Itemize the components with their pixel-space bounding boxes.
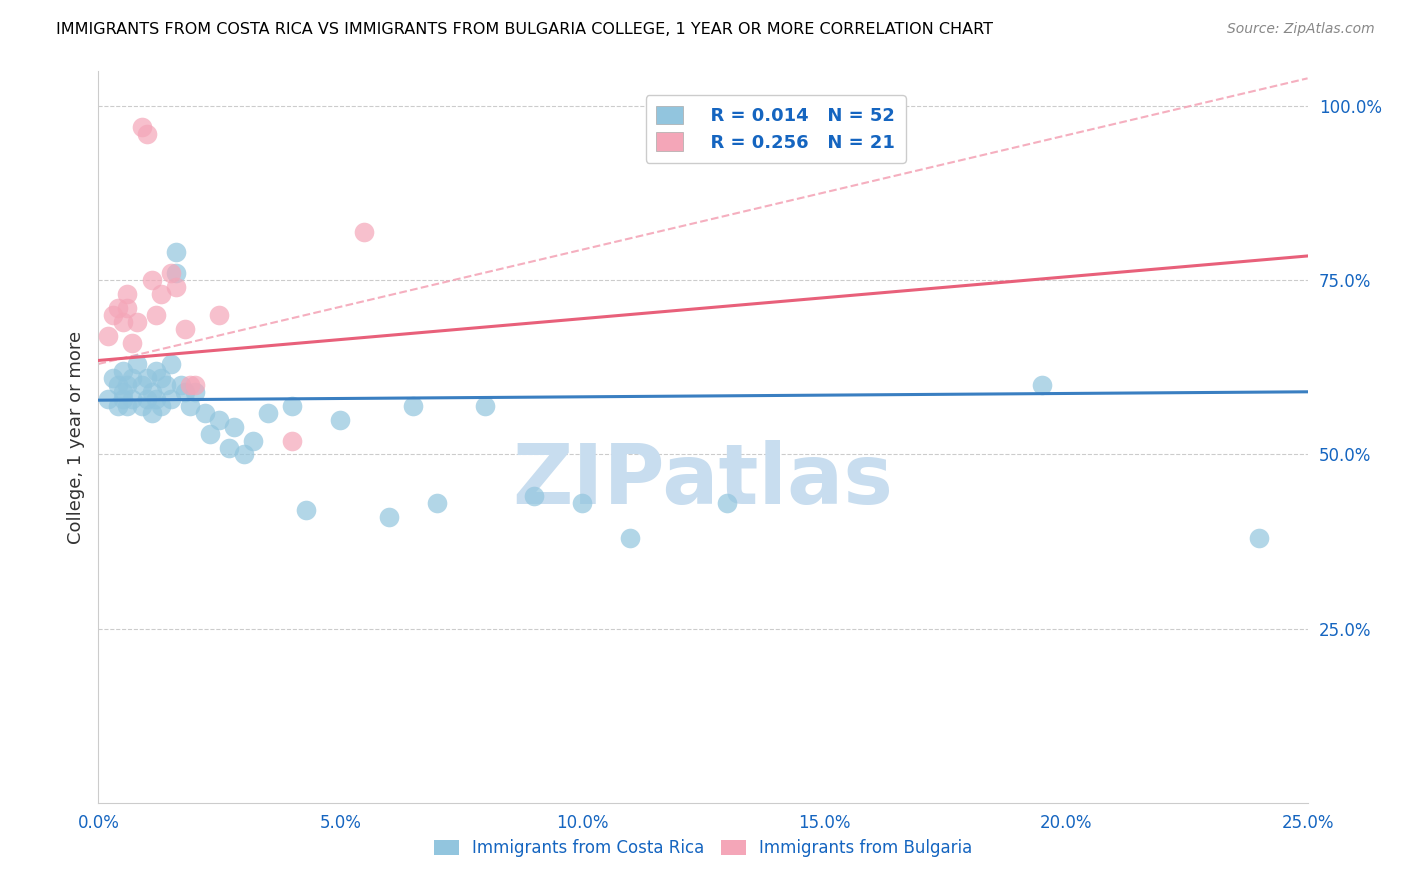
Point	[127, 315, 149, 329]
Point	[145, 308, 167, 322]
Point	[194, 406, 217, 420]
Point	[474, 399, 496, 413]
Point	[716, 496, 738, 510]
Point	[377, 510, 399, 524]
Text: Source: ZipAtlas.com: Source: ZipAtlas.com	[1227, 22, 1375, 37]
Point	[135, 392, 157, 406]
Point	[101, 308, 124, 322]
Point	[179, 399, 201, 413]
Point	[135, 127, 157, 141]
Point	[222, 419, 245, 434]
Point	[131, 120, 153, 134]
Point	[232, 448, 254, 462]
Point	[155, 377, 177, 392]
Point	[135, 371, 157, 385]
Point	[165, 245, 187, 260]
Point	[145, 392, 167, 406]
Point	[1249, 531, 1271, 545]
Point	[208, 412, 231, 426]
Point	[107, 399, 129, 413]
Point	[208, 308, 231, 322]
Point	[131, 377, 153, 392]
Point	[1031, 377, 1053, 392]
Point	[150, 287, 173, 301]
Point	[619, 531, 641, 545]
Point	[218, 441, 240, 455]
Point	[160, 357, 183, 371]
Point	[97, 392, 120, 406]
Legend: Immigrants from Costa Rica, Immigrants from Bulgaria: Immigrants from Costa Rica, Immigrants f…	[427, 832, 979, 864]
Point	[111, 392, 134, 406]
Point	[160, 266, 183, 280]
Point	[107, 301, 129, 316]
Point	[121, 336, 143, 351]
Point	[198, 426, 221, 441]
Point	[426, 496, 449, 510]
Y-axis label: College, 1 year or more: College, 1 year or more	[66, 331, 84, 543]
Point	[256, 406, 278, 420]
Point	[150, 399, 173, 413]
Point	[184, 384, 207, 399]
Point	[179, 377, 201, 392]
Point	[131, 399, 153, 413]
Point	[117, 377, 139, 392]
Point	[117, 287, 139, 301]
Point	[111, 364, 134, 378]
Point	[141, 406, 163, 420]
Point	[184, 377, 207, 392]
Point	[402, 399, 425, 413]
Point	[174, 384, 197, 399]
Point	[295, 503, 318, 517]
Point	[101, 371, 124, 385]
Point	[97, 329, 120, 343]
Point	[165, 266, 187, 280]
Point	[107, 377, 129, 392]
Point	[165, 280, 187, 294]
Point	[141, 384, 163, 399]
Point	[127, 357, 149, 371]
Point	[174, 322, 197, 336]
Point	[523, 489, 546, 503]
Point	[121, 392, 143, 406]
Point	[111, 384, 134, 399]
Point	[141, 273, 163, 287]
Point	[281, 434, 304, 448]
Point	[329, 412, 352, 426]
Point	[145, 364, 167, 378]
Point	[353, 225, 375, 239]
Text: ZIPatlas: ZIPatlas	[513, 441, 893, 522]
Point	[281, 399, 304, 413]
Point	[117, 399, 139, 413]
Point	[150, 371, 173, 385]
Point	[571, 496, 593, 510]
Point	[111, 315, 134, 329]
Point	[160, 392, 183, 406]
Point	[242, 434, 264, 448]
Point	[169, 377, 191, 392]
Point	[121, 371, 143, 385]
Text: IMMIGRANTS FROM COSTA RICA VS IMMIGRANTS FROM BULGARIA COLLEGE, 1 YEAR OR MORE C: IMMIGRANTS FROM COSTA RICA VS IMMIGRANTS…	[56, 22, 993, 37]
Point	[117, 301, 139, 316]
